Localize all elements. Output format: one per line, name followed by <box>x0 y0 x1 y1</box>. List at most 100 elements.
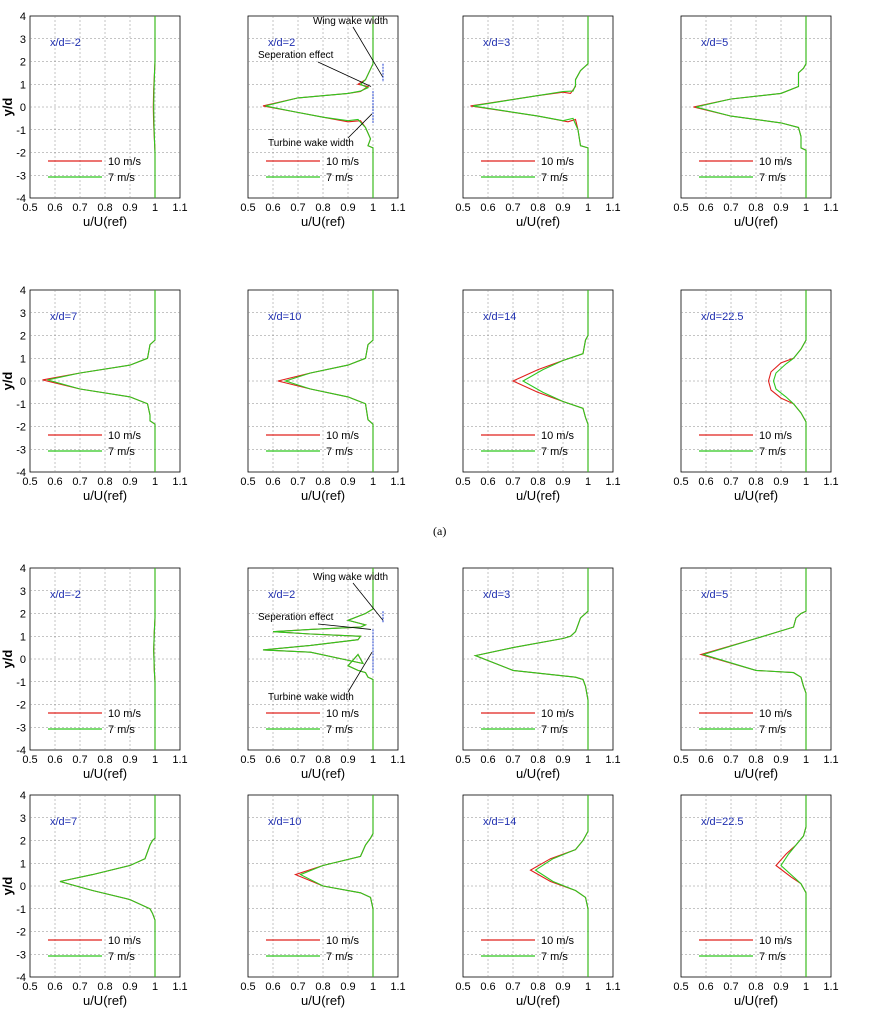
x-tick-label: 0.6 <box>265 476 280 488</box>
x-tick-label: 0.7 <box>290 981 305 993</box>
y-tick-label: 2 <box>20 57 26 69</box>
legend-entry: 7 m/s <box>541 951 568 963</box>
x-axis-label: u/U(ref) <box>301 214 345 229</box>
x-tick-label: 0.5 <box>240 476 255 488</box>
y-tick-label: -3 <box>16 444 26 456</box>
panel-label: x/d=10 <box>268 816 301 828</box>
annotation-arrow <box>352 582 384 621</box>
x-tick-label: 1.1 <box>605 754 620 766</box>
x-tick-label: 0.9 <box>773 202 788 214</box>
x-tick-label: 1.1 <box>172 202 187 214</box>
annotation-arrow <box>347 651 373 693</box>
x-tick-label: 0.7 <box>72 754 87 766</box>
x-tick-label: 0.6 <box>47 981 62 993</box>
panel-a-5: 0.5 0.6 0.7 0.8 0.9 1 1.1 u/U(ref) -4 -3 -2 -1 0 1 2 3 4… <box>0 285 188 503</box>
x-tick-label: 0.8 <box>97 202 112 214</box>
panel-a-1: 0.5 0.6 0.7 0.8 0.9 1 1.1 u/U(ref) -4 -3 -2 -1 0 1 2 3 4… <box>0 11 188 229</box>
x-tick-label: 1.1 <box>390 981 405 993</box>
x-axis-label: u/U(ref) <box>83 214 127 229</box>
series-line-7ms <box>772 290 807 472</box>
x-axis-label: u/U(ref) <box>734 214 778 229</box>
x-tick-label: 0.5 <box>455 202 470 214</box>
x-tick-label: 0.8 <box>315 981 330 993</box>
x-tick-label: 1 <box>585 754 591 766</box>
y-tick-label: -3 <box>16 722 26 734</box>
x-axis-label: u/U(ref) <box>83 993 127 1008</box>
panel-label: x/d=5 <box>701 37 728 49</box>
x-tick-label: 1.1 <box>390 754 405 766</box>
panel-b-6: 0.5 0.6 0.7 0.8 0.9 1 1.1 u/U(ref) x/d=10 10 m/s 7… <box>240 794 406 1008</box>
x-tick-label: 0.7 <box>290 202 305 214</box>
x-tick-label: 0.5 <box>22 476 37 488</box>
x-tick-label: 0.9 <box>340 754 355 766</box>
x-tick-label: 0.5 <box>22 202 37 214</box>
y-tick-label: -4 <box>16 467 26 479</box>
x-tick-label: 0.8 <box>748 476 763 488</box>
x-tick-label: 1 <box>585 981 591 993</box>
x-tick-label: 0.6 <box>47 754 62 766</box>
x-tick-label: 0.9 <box>122 754 137 766</box>
annotation-wing-wake-width: Wing wake width <box>313 16 388 27</box>
y-tick-label: -3 <box>16 170 26 182</box>
legend-entry: 10 m/s <box>541 430 575 442</box>
x-tick-label: 0.5 <box>240 202 255 214</box>
x-axis-label: u/U(ref) <box>734 993 778 1008</box>
panel-label: x/d=22.5 <box>701 816 744 828</box>
x-tick-label: 0.8 <box>97 476 112 488</box>
series-line-7ms <box>262 568 374 750</box>
x-axis-label: u/U(ref) <box>734 488 778 503</box>
x-tick-label: 0.5 <box>240 754 255 766</box>
y-tick-label: 1 <box>20 631 26 643</box>
x-tick-label: 1 <box>152 202 158 214</box>
panel-label: x/d=2 <box>268 589 295 601</box>
x-tick-label: 0.9 <box>340 202 355 214</box>
x-tick-label: 0.6 <box>480 754 495 766</box>
x-tick-label: 0.9 <box>555 754 570 766</box>
panel-b-4: 0.5 0.6 0.7 0.8 0.9 1 1.1 u/U(ref) x/d=5 10 m/s 7 … <box>673 567 839 781</box>
x-axis-label: u/U(ref) <box>301 993 345 1008</box>
x-tick-label: 0.6 <box>480 476 495 488</box>
annotation-turbine-wake-width: Turbine wake width <box>268 138 354 149</box>
legend-entry: 7 m/s <box>108 951 135 963</box>
x-tick-label: 0.9 <box>773 754 788 766</box>
legend-entry: 10 m/s <box>326 708 360 720</box>
x-tick-label: 0.8 <box>748 202 763 214</box>
x-tick-label: 0.5 <box>455 754 470 766</box>
panel-a-2: 0.5 0.6 0.7 0.8 0.9 1 1.1 u/U(ref) x/d=2 10 m/s 7 … <box>240 15 406 229</box>
panel-label: x/d=14 <box>483 311 516 323</box>
y-tick-label: -4 <box>16 745 26 757</box>
annotation-arrow <box>317 61 372 87</box>
x-axis-label: u/U(ref) <box>516 488 560 503</box>
x-tick-label: 1.1 <box>605 476 620 488</box>
y-tick-label: 2 <box>20 609 26 621</box>
y-tick-label: 3 <box>20 586 26 598</box>
legend-entry: 10 m/s <box>759 935 793 947</box>
x-tick-label: 1 <box>152 981 158 993</box>
y-tick-label: -2 <box>16 422 26 434</box>
x-tick-label: 0.9 <box>555 981 570 993</box>
y-tick-label: 4 <box>20 11 26 23</box>
x-tick-label: 0.6 <box>47 202 62 214</box>
series-line-7ms <box>153 16 156 198</box>
legend-entry: 10 m/s <box>759 156 793 168</box>
legend-entry: 10 m/s <box>759 430 793 442</box>
y-tick-label: -1 <box>16 399 26 411</box>
legend-entry: 7 m/s <box>541 172 568 184</box>
panel-b-7: 0.5 0.6 0.7 0.8 0.9 1 1.1 u/U(ref) x/d=14 10 m/s 7… <box>455 794 621 1008</box>
x-tick-label: 0.8 <box>97 981 112 993</box>
x-tick-label: 1.1 <box>172 476 187 488</box>
series-line-7ms <box>47 290 156 472</box>
x-tick-label: 0.6 <box>698 981 713 993</box>
legend-entry: 7 m/s <box>108 446 135 458</box>
panel-b-2: 0.5 0.6 0.7 0.8 0.9 1 1.1 u/U(ref) x/d=2 10 m/s 7 … <box>240 567 406 781</box>
y-tick-label: 1 <box>20 79 26 91</box>
y-tick-label: 1 <box>20 858 26 870</box>
x-tick-label: 0.6 <box>480 981 495 993</box>
legend-entry: 7 m/s <box>759 724 786 736</box>
panel-label: x/d=-2 <box>50 37 81 49</box>
panel-b-3: 0.5 0.6 0.7 0.8 0.9 1 1.1 u/U(ref) x/d=3 10 m/s 7 … <box>455 567 621 781</box>
y-tick-label: 1 <box>20 353 26 365</box>
annotation-arrow <box>317 623 372 630</box>
x-axis-label: u/U(ref) <box>516 993 560 1008</box>
panel-label: x/d=3 <box>483 589 510 601</box>
